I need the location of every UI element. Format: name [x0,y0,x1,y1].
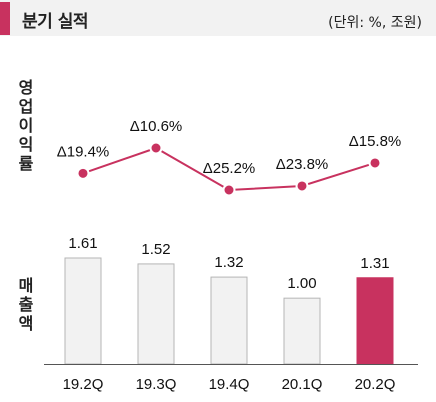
x-tick-label: 19.2Q [63,376,104,393]
header-accent-bar [0,2,10,35]
sales-bar-19.2Q [64,257,102,365]
sales-value-label: 1.31 [360,255,389,272]
margin-value-label: Δ15.8% [349,133,402,150]
sales-value-label: 1.52 [141,241,170,258]
x-tick-label: 19.4Q [209,376,250,393]
axis-label-char: 익 [18,135,34,154]
sales-bar-chart: 1.61 1.52 1.32 1.00 1.31 [64,235,394,365]
chart-title: 분기 실적 [22,12,88,32]
margin-value-label: Δ25.2% [203,160,256,177]
sales-bar-19.4Q [210,276,248,365]
margin-point-19.2Q [76,166,90,180]
chart-header: 분기 실적 (단위: %, 조원) [0,0,436,36]
x-tick-label: 19.3Q [136,376,177,393]
margin-point-20.2Q [368,156,382,170]
margin-value-label: Δ10.6% [130,118,183,135]
sales-bar-20.1Q [283,297,321,365]
x-tick-label: 20.2Q [355,376,396,393]
margin-point-19.3Q [149,141,163,155]
sales-bar-19.3Q [137,263,175,365]
sales-bar-20.2Q [356,277,394,365]
axis-label-char: 이 [18,116,34,135]
margin-value-label: Δ23.8% [276,156,329,173]
x-tick-label: 20.1Q [282,376,323,393]
axis-label-char: 출 [18,295,34,314]
operating-margin-line-chart: Δ19.4% Δ10.6% Δ25.2% Δ23.8% Δ15.8% [57,118,402,197]
axis-label-char: 액 [18,314,34,333]
axis-label-char: 업 [18,97,34,116]
axis-label-char: 매 [18,276,34,295]
sales-value-label: 1.32 [214,254,243,271]
sales-value-label: 1.61 [68,235,97,252]
margin-value-label: Δ19.4% [57,143,110,160]
margin-point-20.1Q [295,179,309,193]
x-axis: 19.2Q 19.3Q 19.4Q 20.1Q 20.2Q [44,364,418,393]
margin-point-19.4Q [222,183,236,197]
axis-label-char: 률 [18,154,34,173]
axis-label-char: 영 [18,78,34,97]
unit-label: (단위: %, 조원) [328,15,422,31]
sales-value-label: 1.00 [287,275,316,292]
